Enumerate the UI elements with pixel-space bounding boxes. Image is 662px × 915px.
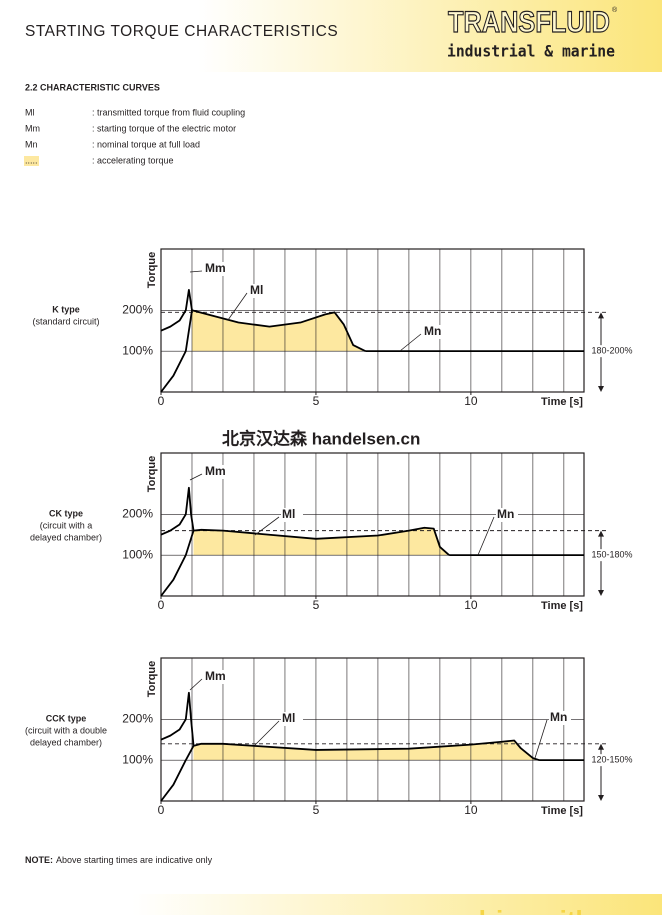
- x-tick-label: 0: [158, 394, 165, 408]
- x-tick-label: 0: [158, 803, 165, 817]
- torque-curve: [160, 309, 366, 393]
- plot-frame: [160, 657, 585, 802]
- series-label: Mn: [550, 710, 567, 724]
- leader-line: [534, 719, 548, 759]
- series-label: Ml: [282, 507, 295, 521]
- accelerating-area: [193, 740, 540, 761]
- legend-swatch: [24, 156, 39, 166]
- series-label-bg: [281, 712, 303, 726]
- torque-curve: [160, 691, 195, 746]
- plot-frame: [160, 452, 585, 597]
- y-tick-label: 200%: [122, 506, 153, 520]
- x-tick-label: 10: [464, 598, 478, 612]
- range-label-bg: [587, 345, 637, 358]
- x-tick-label: 5: [313, 803, 320, 817]
- series-label-bg: [249, 284, 271, 298]
- brand-mark: ®: [612, 6, 618, 14]
- header-band: [0, 0, 662, 72]
- watermark: 北京汉达森 handelsen.cn: [222, 428, 420, 448]
- legend-key: Ml: [25, 107, 35, 117]
- x-tick-label: 10: [464, 803, 478, 817]
- y-tick-label: 100%: [122, 547, 153, 561]
- leader-line: [189, 678, 203, 691]
- series-label: Mm: [205, 261, 226, 275]
- x-tick-label: 5: [313, 394, 320, 408]
- legend-key: Mn: [25, 139, 38, 149]
- series-label: Ml: [250, 283, 263, 297]
- range-label-bg: [587, 549, 637, 562]
- series-label: Mm: [205, 464, 226, 478]
- note-text: Above starting times are indicative only: [56, 855, 213, 865]
- range-label-bg: [587, 754, 637, 767]
- x-tick-label: 0: [158, 598, 165, 612]
- series-label-bg: [204, 262, 226, 276]
- y-tick-label: 200%: [122, 711, 153, 725]
- range-label: 180-200%: [591, 346, 632, 356]
- chart-label: CK type: [49, 508, 83, 518]
- series-label-bg: [281, 508, 303, 522]
- series-label-bg: [549, 711, 571, 725]
- torque-curve: [160, 739, 540, 802]
- series-label: Ml: [282, 711, 295, 725]
- leader-line: [399, 333, 422, 352]
- torque-curve: [160, 288, 193, 332]
- leader-line: [189, 270, 203, 273]
- series-label-bg: [204, 465, 226, 479]
- legend-text: : nominal torque at full load: [92, 139, 200, 149]
- leader-line: [477, 516, 495, 556]
- series-label-bg: [423, 325, 445, 339]
- series-label: Mn: [497, 507, 514, 521]
- series-label-bg: [496, 508, 518, 522]
- tagline: industrial & marine: [447, 42, 615, 61]
- footer-slogan: drive with us: [470, 905, 629, 915]
- chart-sublabel: (standard circuit): [32, 316, 99, 326]
- series-label-bg: [204, 670, 226, 684]
- y-tick-label: 100%: [122, 752, 153, 766]
- brand: TRANSFLUID: [448, 6, 610, 39]
- footer-band: [0, 894, 662, 915]
- legend-text: : transmitted torque from fluid coupling: [92, 107, 245, 117]
- torque-curve: [160, 526, 450, 597]
- torque-curve: [160, 486, 195, 536]
- section-title: 2.2 CHARACTERISTIC CURVES: [25, 82, 160, 92]
- leader-line: [189, 473, 203, 481]
- leader-line: [227, 292, 248, 321]
- range-label: 120-150%: [591, 755, 632, 765]
- chart-sublabel: delayed chamber): [30, 532, 102, 542]
- x-axis-label: Time [s]: [541, 805, 583, 817]
- note: NOTE: Above starting times are indicative…: [25, 855, 213, 865]
- y-tick-label: 100%: [122, 343, 153, 357]
- arrow-head: [598, 743, 604, 801]
- accelerating-area: [191, 310, 366, 352]
- y-axis-label: Torque: [146, 456, 158, 492]
- plot-frame: [160, 248, 585, 393]
- chart-sublabel: (circuit with a double: [25, 725, 107, 735]
- chart-label: K type: [52, 304, 80, 314]
- x-tick-label: 5: [313, 598, 320, 612]
- range-label: 150-180%: [591, 550, 632, 560]
- x-axis-label: Time [s]: [541, 396, 583, 408]
- chart-sublabel: delayed chamber): [30, 737, 102, 747]
- x-axis-label: Time [s]: [541, 600, 583, 612]
- series-label: Mm: [205, 669, 226, 683]
- chart-sublabel: (circuit with a: [40, 520, 93, 530]
- chart-label: CCK type: [46, 713, 87, 723]
- legend-key: .....: [25, 155, 38, 165]
- leader-line: [254, 720, 280, 746]
- legend-key: Mm: [25, 123, 40, 133]
- y-axis-label: Torque: [146, 661, 158, 697]
- series-label: Mn: [424, 324, 441, 338]
- y-axis-label: Torque: [146, 252, 158, 288]
- note-label: NOTE:: [25, 855, 53, 865]
- legend-text: : accelerating torque: [92, 155, 174, 165]
- page-title: STARTING TORQUE CHARACTERISTICS: [25, 23, 338, 40]
- legend-text: : starting torque of the electric motor: [92, 123, 236, 133]
- y-tick-label: 200%: [122, 302, 153, 316]
- x-tick-label: 10: [464, 394, 478, 408]
- leader-line: [254, 516, 280, 536]
